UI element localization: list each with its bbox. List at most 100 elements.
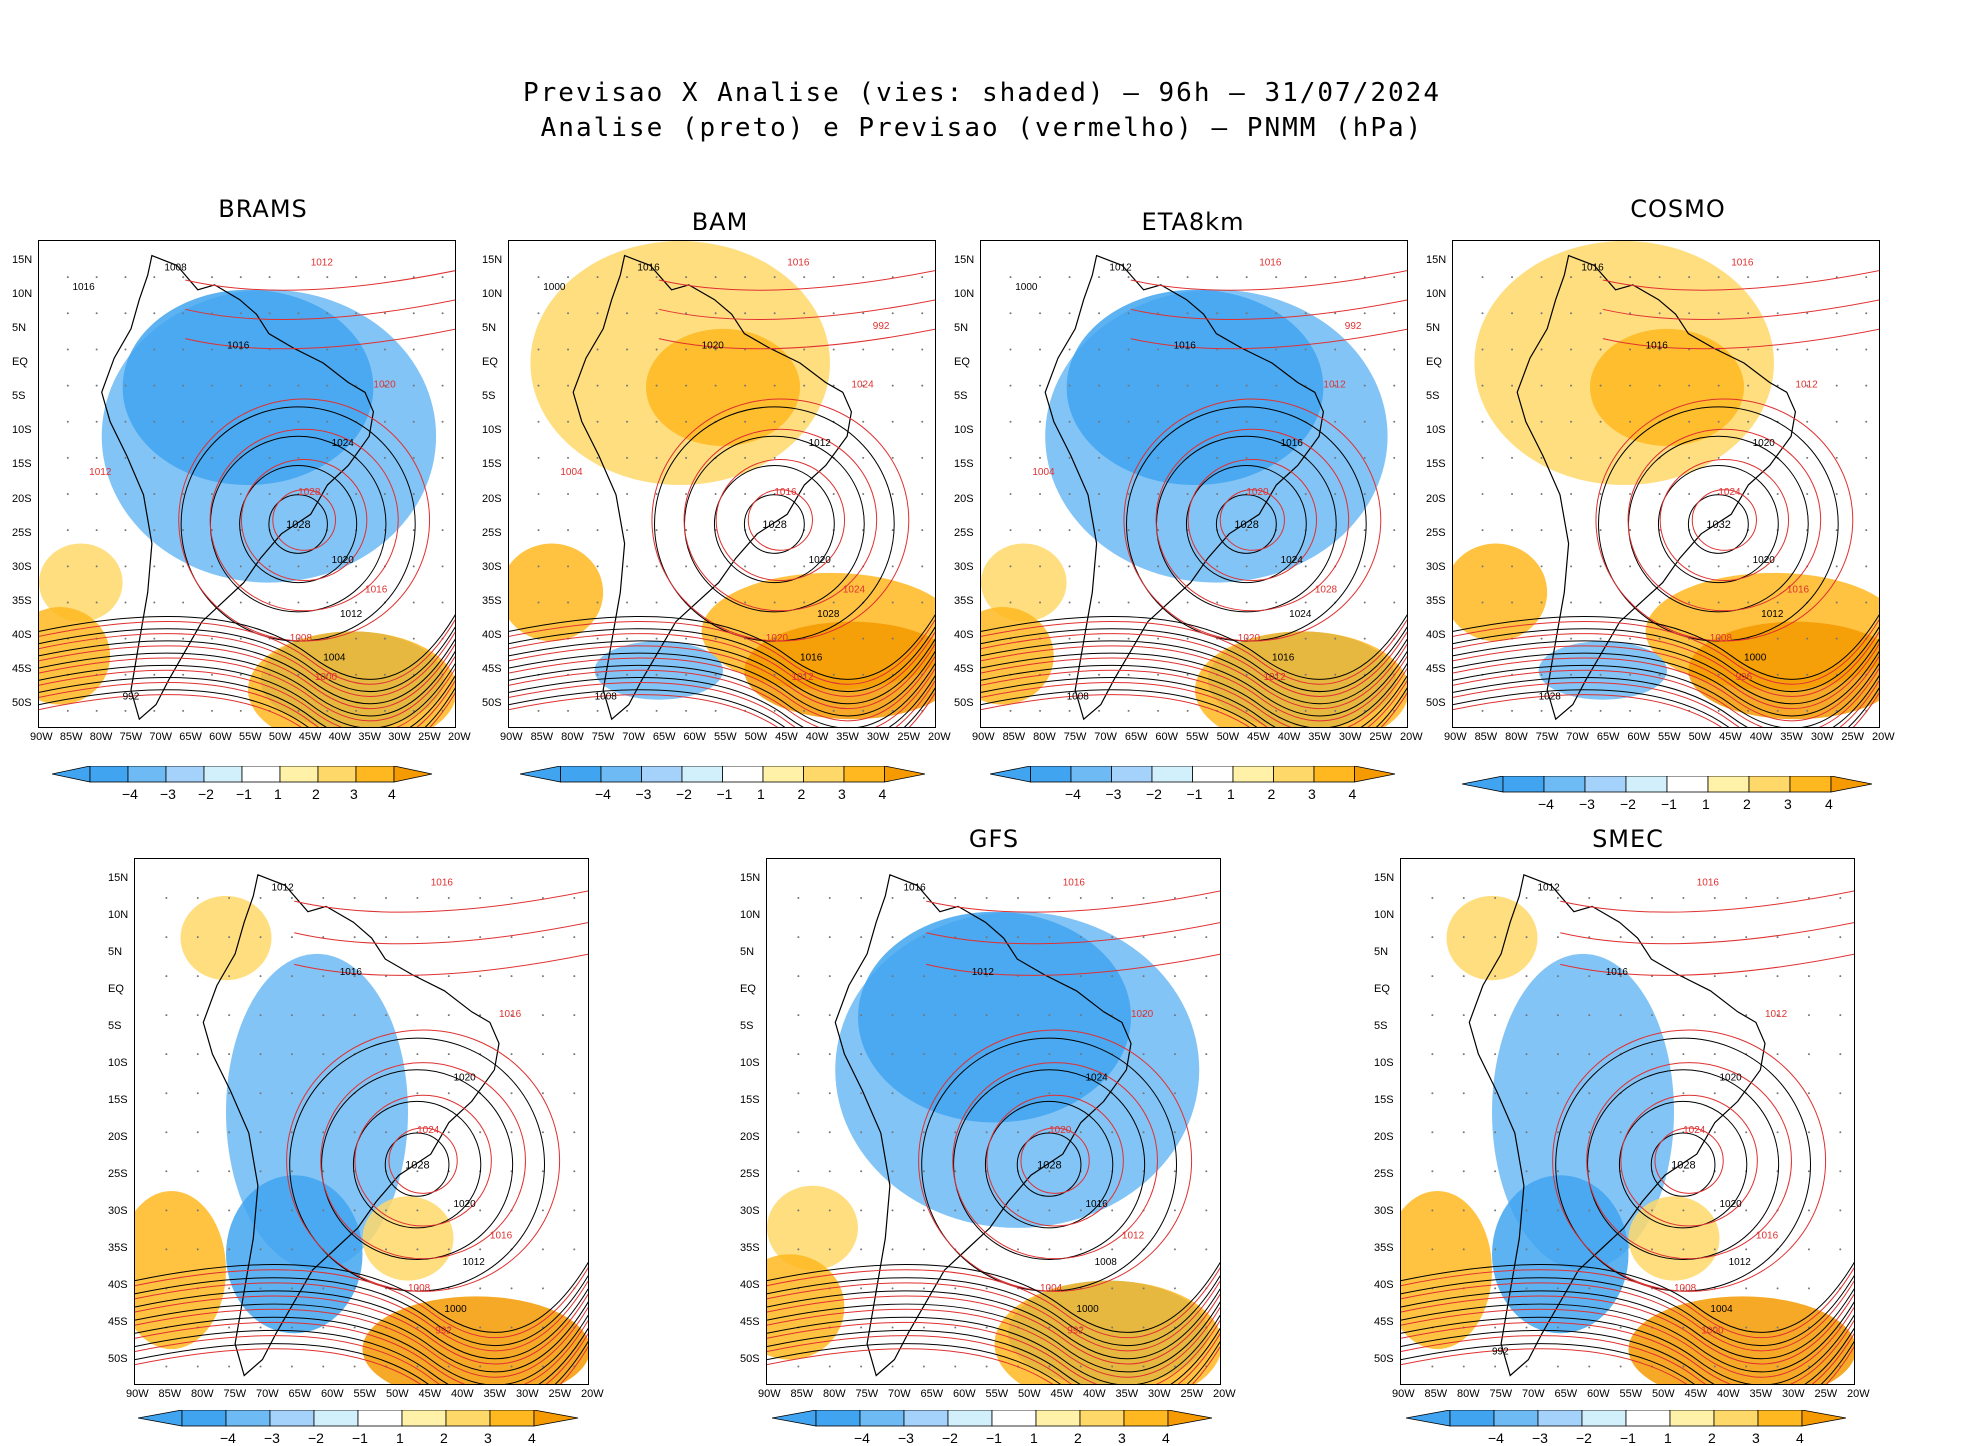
isobar-label: 1016 — [72, 282, 95, 293]
lat-tick-label: 40S — [12, 628, 32, 641]
lat-tick-label: EQ — [12, 356, 28, 369]
lat-tick-label: 45S — [740, 1315, 760, 1328]
forecast-isobar — [926, 922, 1220, 945]
isobar-label: 1012 — [1538, 883, 1561, 894]
lon-tick-label: 55W — [1619, 1388, 1643, 1400]
isobar-label: 1016 — [1787, 584, 1810, 595]
colorbar-segment — [1584, 776, 1627, 793]
lat-tick-label: 10S — [12, 424, 32, 437]
lat-tick-label: 50S — [740, 1352, 760, 1365]
forecast-isobar — [767, 1319, 1220, 1384]
lat-tick-label: 25S — [740, 1167, 760, 1180]
colorbar-label: 3 — [1118, 1430, 1126, 1446]
forecast-isobar — [715, 459, 846, 582]
colorbar-label: −3 — [1579, 796, 1595, 812]
lon-tick-label: 45W — [1719, 731, 1742, 743]
lat-tick-label: 15N — [482, 254, 503, 266]
lon-tick-label: 60W — [209, 731, 232, 743]
forecast-isobar — [767, 1332, 1220, 1384]
forecast-isobar — [509, 643, 935, 710]
bias-shading-area — [122, 289, 374, 485]
colorbar-label: −1 — [1661, 796, 1677, 812]
bias-shading-area — [248, 631, 455, 727]
colorbar-label: −4 — [122, 786, 138, 802]
map-canvas: 1012 1016 1016 1012 1016 1020 1024 1028 1024 1020… — [981, 254, 1407, 727]
forecast-isobar — [39, 680, 455, 727]
analysis-isobar — [509, 614, 935, 680]
isobar-label: 1020 — [809, 555, 832, 566]
colorbar-label: 2 — [1267, 786, 1276, 802]
lat-tick-label: 20S — [108, 1130, 128, 1143]
colorbar-label: 4 — [388, 786, 396, 802]
lon-tick-label: 35W — [358, 731, 382, 743]
lon-tick-label: 25W — [548, 1388, 572, 1400]
forecast-isobar — [981, 618, 1407, 685]
lat-tick-label: 10N — [482, 288, 503, 301]
isobar-label: 1016 — [1281, 438, 1304, 449]
colorbar-segment — [859, 1410, 905, 1427]
colorbar — [1406, 1410, 1847, 1427]
isobar-label: 1012 — [1795, 379, 1818, 390]
colorbar-segment — [317, 766, 357, 783]
isobar-label: 1000 — [1701, 1325, 1724, 1336]
colorbar-segment — [843, 766, 885, 783]
isobar-label: 1024 — [843, 584, 866, 595]
isobar-label: 1016 — [1086, 1199, 1109, 1210]
analysis-isobar — [1453, 626, 1879, 692]
isobar-label: 1012 — [272, 883, 295, 894]
lat-tick-label: 15N — [1374, 872, 1395, 884]
south-america-coastline — [101, 254, 375, 721]
isobar-label: 1024 — [332, 438, 355, 449]
colorbar-label: 2 — [312, 786, 320, 802]
lat-tick-label: 15N — [12, 254, 33, 266]
analysis-isobar — [981, 675, 1407, 727]
forecast-isobar — [1401, 1319, 1854, 1384]
analysis-isobar — [1687, 494, 1749, 554]
lat-tick-label: 15N — [740, 872, 761, 884]
analysis-isobar — [1401, 1327, 1854, 1384]
isobar-label: 1016 — [1697, 877, 1720, 888]
colorbar — [1462, 776, 1873, 793]
colorbar-segment — [1707, 776, 1750, 793]
colorbar-segment — [1789, 776, 1832, 793]
analysis-isobar — [509, 687, 935, 727]
lon-tick-label: 60W — [953, 1388, 976, 1400]
map-canvas: 1016 1016 1012 1020 1024 1020 1016 1012 1008 1004… — [767, 873, 1220, 1384]
colorbar-segment — [681, 766, 723, 783]
lon-tick-label: 30W — [1148, 1388, 1171, 1400]
analysis-isobar — [39, 675, 455, 727]
colorbar-segment — [815, 1410, 861, 1427]
lon-tick-label: 50W — [1216, 731, 1240, 743]
lon-tick-label: 20W — [1847, 1388, 1870, 1400]
forecast-isobar — [509, 618, 935, 685]
analysis-isobar — [767, 1261, 1220, 1333]
colorbar-label: 1 — [1664, 1430, 1672, 1446]
lon-tick-label: 75W — [119, 731, 143, 743]
lon-tick-label: 40W — [328, 731, 352, 743]
analysis-isobar — [39, 626, 455, 692]
forecast-isobar — [1401, 1346, 1854, 1384]
bias-shading-area — [1589, 328, 1745, 446]
lon-tick-label: 50W — [1688, 731, 1712, 743]
lon-tick-label: 50W — [1652, 1388, 1675, 1400]
lon-tick-label: 20W — [1872, 731, 1895, 743]
lon-tick-label: 50W — [744, 731, 768, 743]
colorbar-segment — [560, 766, 602, 783]
lat-tick-label: 10S — [482, 424, 502, 437]
isobar-label: 1008 — [1710, 633, 1733, 644]
lat-tick-label: 35S — [954, 594, 974, 607]
colorbar-segment — [279, 766, 319, 783]
colorbar-label: 1 — [757, 786, 765, 802]
lat-tick-label: 45S — [108, 1315, 128, 1328]
lat-tick-label: 50S — [12, 696, 32, 709]
panel-title-eta8km: ETA8km — [1141, 208, 1245, 236]
lat-tick-label: EQ — [1374, 982, 1390, 995]
lat-tick-label: 45S — [12, 662, 32, 675]
lon-tick-label: 85W — [530, 731, 554, 743]
isobar-label: 1024 — [1086, 1072, 1109, 1083]
forecast-isobar — [1401, 1306, 1854, 1378]
lon-tick-label: 30W — [1782, 1388, 1805, 1400]
isobar-label: 992 — [1067, 1325, 1084, 1336]
lon-tick-label: 30W — [388, 731, 411, 743]
forecast-isobar — [683, 428, 878, 612]
